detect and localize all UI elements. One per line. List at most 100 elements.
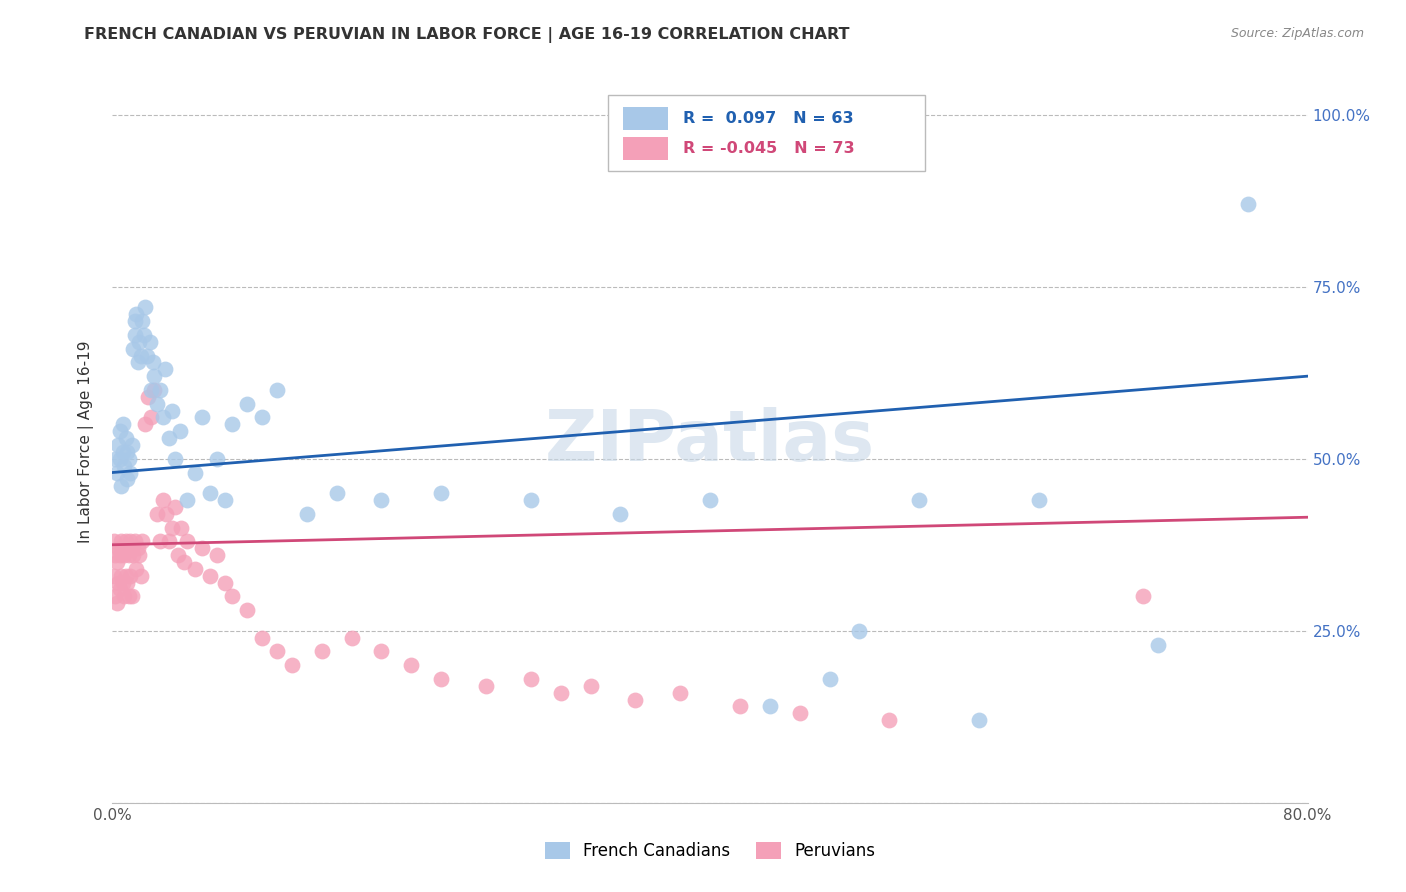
Point bbox=[134, 417, 156, 432]
Point bbox=[132, 327, 155, 342]
Point bbox=[848, 624, 870, 638]
Point bbox=[124, 314, 146, 328]
Point bbox=[967, 713, 990, 727]
Point bbox=[430, 672, 453, 686]
Point bbox=[699, 493, 721, 508]
Point bbox=[107, 575, 129, 590]
Text: R =  0.097   N = 63: R = 0.097 N = 63 bbox=[682, 111, 853, 126]
Point bbox=[1028, 493, 1050, 508]
Point bbox=[114, 548, 135, 562]
Point bbox=[149, 534, 172, 549]
Text: FRENCH CANADIAN VS PERUVIAN IN LABOR FORCE | AGE 16-19 CORRELATION CHART: FRENCH CANADIAN VS PERUVIAN IN LABOR FOR… bbox=[84, 27, 849, 43]
Text: Source: ZipAtlas.com: Source: ZipAtlas.com bbox=[1230, 27, 1364, 40]
Point bbox=[105, 596, 128, 610]
Point bbox=[111, 541, 134, 556]
Point bbox=[550, 686, 572, 700]
Point bbox=[122, 342, 145, 356]
Point bbox=[115, 568, 138, 582]
Point bbox=[121, 541, 143, 556]
Point bbox=[115, 534, 138, 549]
Point bbox=[167, 548, 190, 562]
Point bbox=[152, 493, 174, 508]
Point bbox=[146, 397, 169, 411]
Point bbox=[152, 410, 174, 425]
Point bbox=[609, 507, 631, 521]
Point bbox=[624, 692, 647, 706]
Point bbox=[191, 410, 214, 425]
Point bbox=[134, 301, 156, 315]
Point bbox=[176, 493, 198, 508]
Point bbox=[121, 590, 143, 604]
Point bbox=[153, 362, 176, 376]
Y-axis label: In Labor Force | Age 16-19: In Labor Force | Age 16-19 bbox=[77, 340, 94, 543]
Point bbox=[759, 699, 782, 714]
Point bbox=[221, 417, 243, 432]
Point bbox=[157, 431, 180, 445]
Point bbox=[115, 431, 138, 445]
Point bbox=[104, 590, 127, 604]
Point bbox=[128, 548, 150, 562]
Point bbox=[1132, 590, 1154, 604]
Point bbox=[236, 397, 259, 411]
Text: R = -0.045   N = 73: R = -0.045 N = 73 bbox=[682, 141, 855, 156]
Point bbox=[135, 349, 157, 363]
Point bbox=[128, 334, 150, 349]
Bar bbox=[623, 137, 668, 161]
Point bbox=[728, 699, 751, 714]
Point bbox=[475, 679, 498, 693]
Point bbox=[129, 568, 152, 582]
Point bbox=[117, 472, 139, 486]
Point bbox=[250, 410, 273, 425]
Bar bbox=[623, 107, 668, 130]
Point bbox=[520, 672, 543, 686]
Point bbox=[198, 486, 221, 500]
Point bbox=[1237, 197, 1260, 211]
Point bbox=[118, 590, 141, 604]
Point bbox=[138, 390, 160, 404]
Point bbox=[340, 631, 363, 645]
Point bbox=[127, 355, 149, 369]
Point bbox=[295, 507, 318, 521]
Point bbox=[118, 451, 141, 466]
Point bbox=[117, 541, 139, 556]
Point bbox=[111, 417, 134, 432]
Point bbox=[214, 575, 236, 590]
Point bbox=[250, 631, 273, 645]
Point bbox=[155, 507, 177, 521]
Point bbox=[131, 534, 153, 549]
Point bbox=[124, 534, 146, 549]
Point bbox=[121, 438, 143, 452]
Point bbox=[143, 383, 166, 397]
Point bbox=[122, 548, 145, 562]
Point bbox=[579, 679, 602, 693]
Point bbox=[236, 603, 259, 617]
Point bbox=[1147, 638, 1170, 652]
Point bbox=[142, 355, 165, 369]
Point bbox=[104, 451, 127, 466]
Point bbox=[176, 534, 198, 549]
Point bbox=[205, 451, 228, 466]
Point bbox=[183, 466, 205, 480]
Point bbox=[162, 403, 183, 417]
Point bbox=[266, 383, 288, 397]
Point bbox=[311, 644, 333, 658]
Point bbox=[125, 307, 148, 321]
Point bbox=[105, 466, 128, 480]
Point bbox=[103, 534, 125, 549]
Point bbox=[157, 534, 180, 549]
Point bbox=[191, 541, 214, 556]
Point bbox=[669, 686, 692, 700]
Point bbox=[108, 424, 131, 438]
Point bbox=[110, 534, 132, 549]
Point bbox=[221, 590, 243, 604]
Point bbox=[183, 562, 205, 576]
Point bbox=[108, 582, 131, 597]
Point bbox=[879, 713, 901, 727]
Point bbox=[325, 486, 347, 500]
Point bbox=[149, 383, 172, 397]
Point bbox=[214, 493, 236, 508]
Legend: French Canadians, Peruvians: French Canadians, Peruvians bbox=[538, 835, 882, 867]
Point bbox=[117, 445, 139, 459]
Point bbox=[141, 410, 163, 425]
Point bbox=[139, 334, 162, 349]
